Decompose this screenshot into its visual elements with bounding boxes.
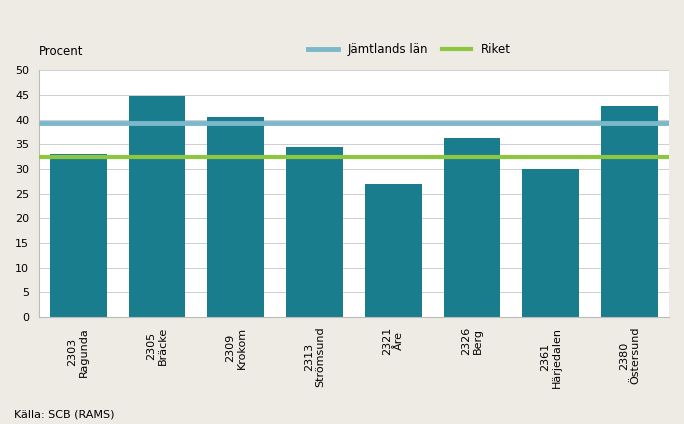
Bar (365, 184, 421, 317)
Text: Procent: Procent (39, 45, 83, 58)
Bar (444, 138, 501, 317)
Bar (207, 117, 264, 317)
Bar (601, 106, 658, 317)
Text: Källa: SCB (RAMS): Källa: SCB (RAMS) (14, 410, 114, 420)
Bar (286, 147, 343, 317)
Legend: Jämtlands län, Riket: Jämtlands län, Riket (304, 38, 516, 61)
Bar (50, 154, 107, 317)
Bar (523, 169, 579, 317)
Bar (129, 96, 185, 317)
